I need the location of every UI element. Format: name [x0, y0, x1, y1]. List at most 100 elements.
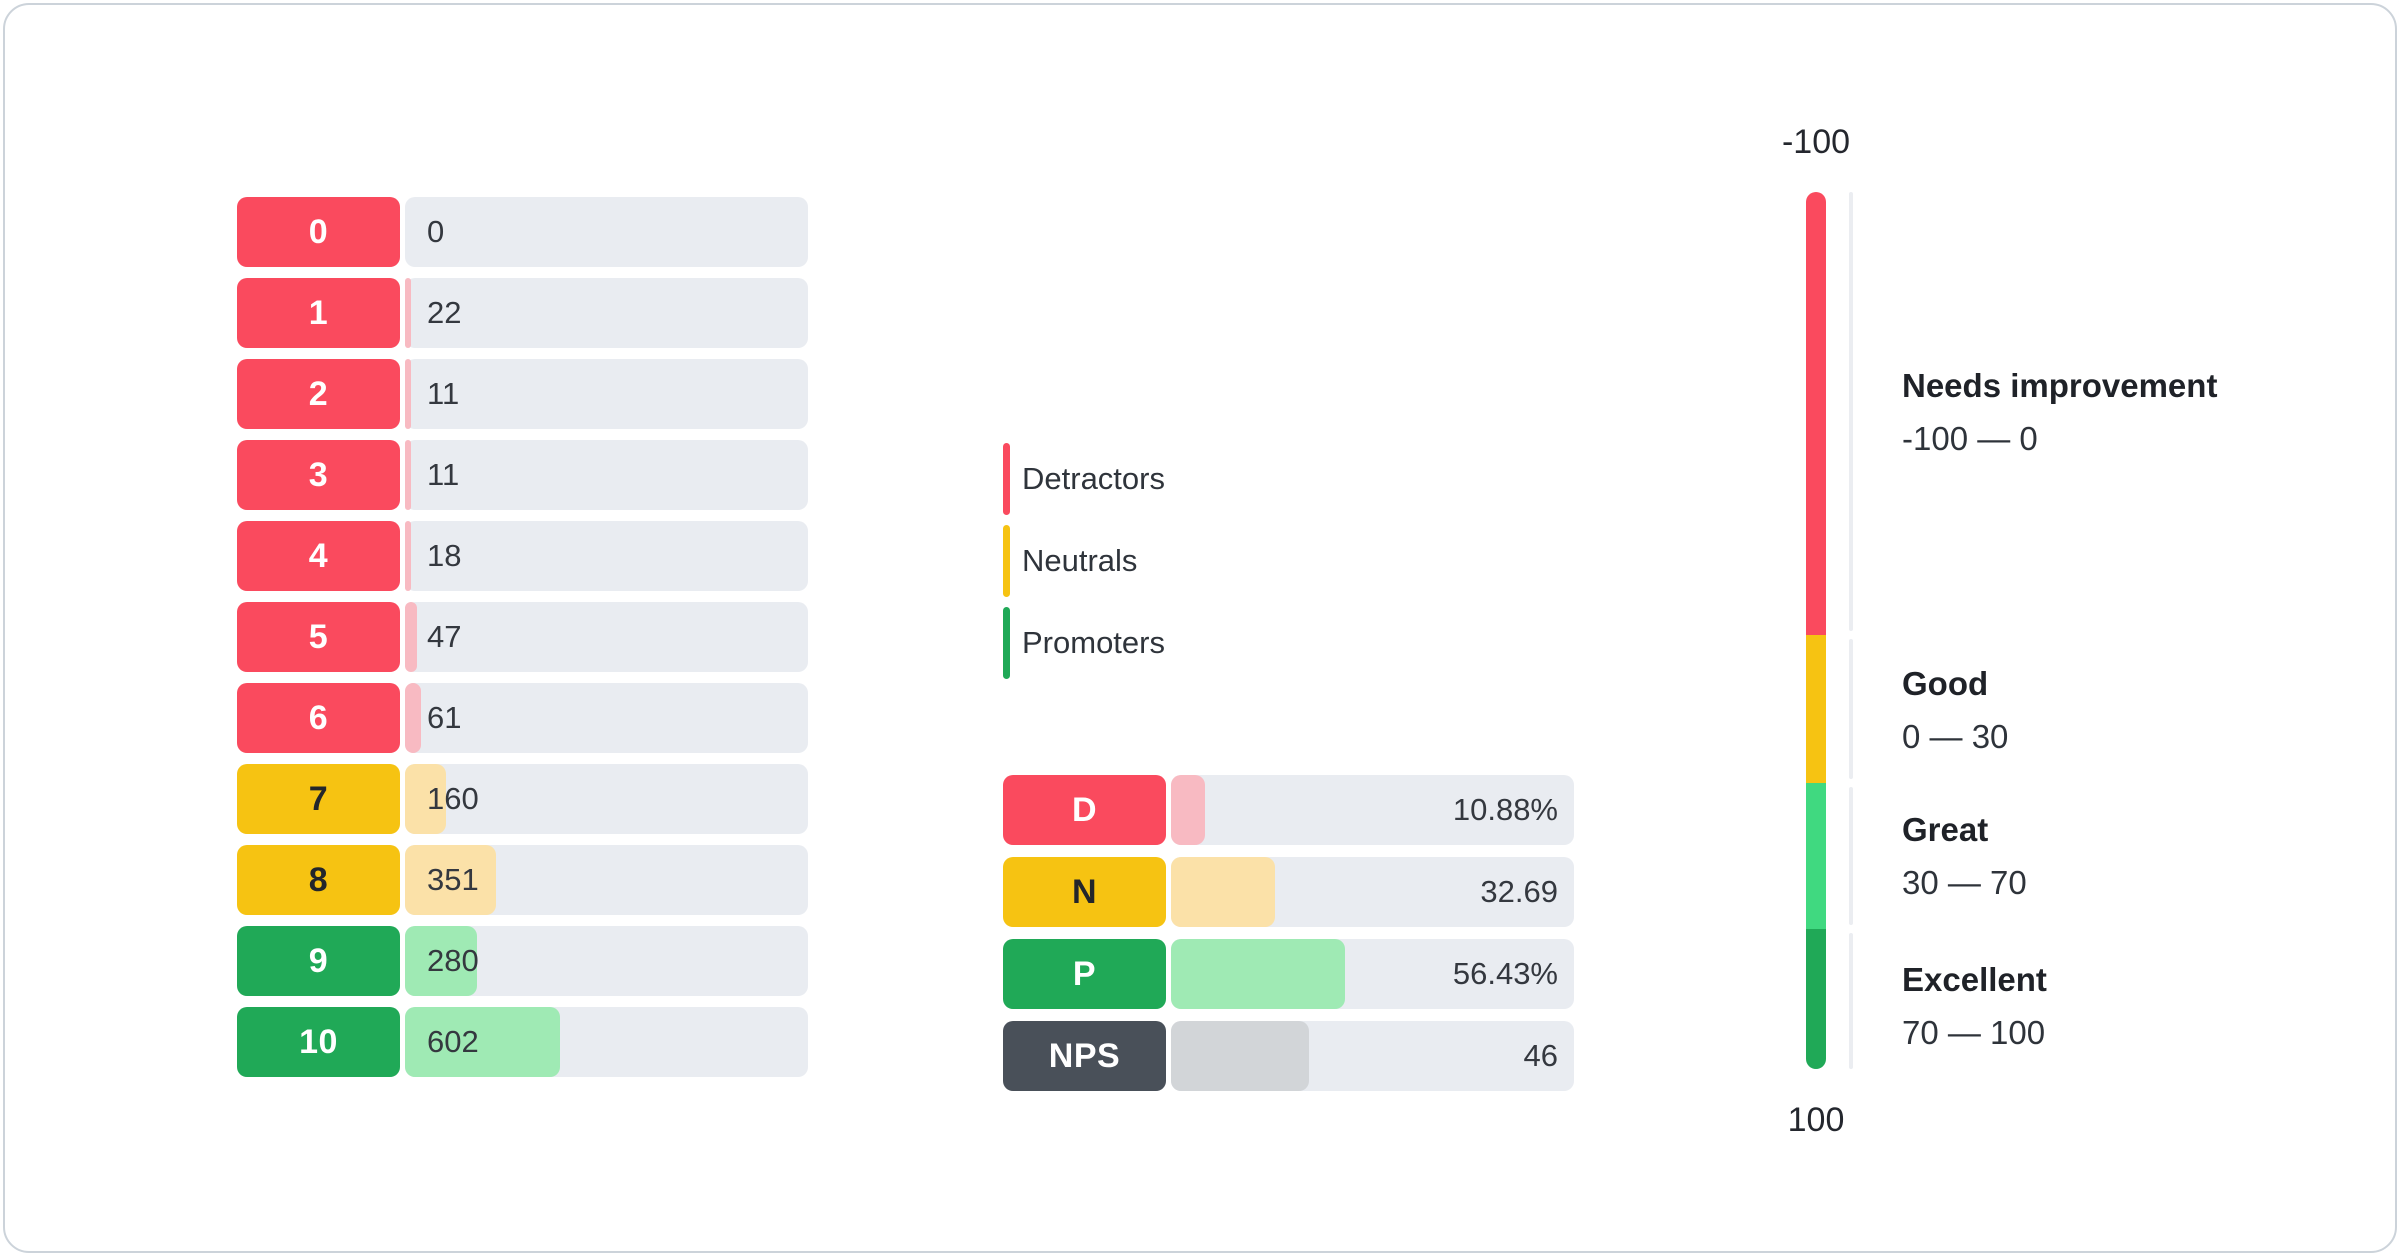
legend-item-label: Promoters [1022, 625, 1165, 660]
bar-fill [1171, 775, 1205, 845]
table-row: 6 61 [237, 683, 808, 753]
bar-fill [405, 926, 477, 996]
score-badge: 0 [237, 197, 400, 267]
bar-value-label: 602 [427, 1024, 479, 1059]
table-row: D 10.88% [1003, 775, 1574, 845]
bar-value-label: 11 [427, 457, 460, 492]
bar-fill [405, 683, 421, 753]
bar-track: 11 [405, 359, 808, 429]
table-row: 1 22 [237, 278, 808, 348]
gauge-segment-yellow [1806, 635, 1826, 783]
gauge-axis-segment [1849, 933, 1853, 1069]
summary-value: 10.88% [1452, 792, 1558, 827]
bar-value-label: 0 [427, 214, 445, 249]
table-row: 2 11 [237, 359, 808, 429]
legend: Detractors Neutrals Promoters [1003, 443, 1165, 689]
score-badge: 10 [237, 1007, 400, 1077]
summary-value: 46 [1523, 1038, 1558, 1073]
gauge-band-title: Good [1902, 665, 1989, 702]
nps-report-card: 0 0 1 22 2 11 3 11 4 18 5 47 [3, 3, 2397, 1253]
legend-item: Detractors [1003, 443, 1165, 515]
score-badge: 2 [237, 359, 400, 429]
bar-value-label: 22 [427, 295, 462, 330]
bar-fill [405, 845, 496, 915]
table-row: 10 602 [237, 1007, 808, 1077]
bar-value-label: 11 [427, 376, 460, 411]
gauge-band-label: Excellent 70 — 100 [1902, 961, 2342, 1052]
gauge-bar [1806, 192, 1826, 1069]
legend-item: Promoters [1003, 607, 1165, 679]
score-badge: 6 [237, 683, 400, 753]
bar-fill [405, 440, 411, 510]
score-badge: N [1003, 857, 1166, 927]
table-row: 0 0 [237, 197, 808, 267]
bar-fill [405, 1007, 560, 1077]
legend-swatch [1003, 607, 1010, 679]
bar-fill [1171, 857, 1275, 927]
table-row: 7 160 [237, 764, 808, 834]
legend-item: Neutrals [1003, 525, 1165, 597]
bar-track: 351 [405, 845, 808, 915]
bar-track: 61 [405, 683, 808, 753]
bar-value-label: 160 [427, 781, 479, 816]
legend-item-label: Neutrals [1022, 543, 1138, 578]
score-badge: NPS [1003, 1021, 1166, 1091]
score-badge: 7 [237, 764, 400, 834]
score-badge: 8 [237, 845, 400, 915]
score-badge: 4 [237, 521, 400, 591]
gauge-band-range: 30 — 70 [1902, 864, 2027, 901]
bar-fill [405, 278, 411, 348]
bar-value-label: 61 [427, 700, 462, 735]
bar-fill [1171, 1021, 1309, 1091]
bar-track: 280 [405, 926, 808, 996]
legend-swatch [1003, 443, 1010, 515]
bar-track: 0 [405, 197, 808, 267]
table-row: N 32.69 [1003, 857, 1574, 927]
bar-track: 22 [405, 278, 808, 348]
score-badge: 3 [237, 440, 400, 510]
gauge-axis-line [1849, 192, 1853, 1069]
bar-fill [405, 602, 417, 672]
nps-summary-chart: D 10.88% N 32.69 P 56.43% NPS 46 [1003, 775, 1574, 1103]
legend-item-label: Detractors [1022, 461, 1165, 496]
summary-value: 32.69 [1480, 874, 1558, 909]
bar-track: 47 [405, 602, 808, 672]
score-distribution-chart: 0 0 1 22 2 11 3 11 4 18 5 47 [237, 197, 808, 1088]
bar-fill [405, 521, 411, 591]
gauge-band-label: Needs improvement -100 — 0 [1902, 367, 2342, 458]
gauge-band-label: Good 0 — 30 [1902, 665, 2342, 756]
gauge-band-title: Excellent [1902, 961, 2047, 998]
table-row: P 56.43% [1003, 939, 1574, 1009]
gauge-band-range: -100 — 0 [1902, 420, 2038, 457]
gauge-segment-great_green [1806, 783, 1826, 929]
gauge-max-label: -100 [1781, 123, 1851, 161]
bar-track: 18 [405, 521, 808, 591]
bar-value-label: 18 [427, 538, 462, 573]
bar-track: 602 [405, 1007, 808, 1077]
bar-value-label: 280 [427, 943, 479, 978]
bar-track: 10.88% [1171, 775, 1574, 845]
score-badge: D [1003, 775, 1166, 845]
score-badge: 1 [237, 278, 400, 348]
gauge-axis-segment [1849, 192, 1853, 631]
gauge-band-title: Great [1902, 811, 1989, 848]
gauge-axis-segment [1849, 787, 1853, 925]
bar-fill [405, 764, 446, 834]
gauge-band-title: Needs improvement [1902, 367, 2218, 404]
bar-value-label: 47 [427, 619, 462, 654]
summary-value: 56.43% [1452, 956, 1558, 991]
bar-track: 56.43% [1171, 939, 1574, 1009]
gauge-segment-green [1806, 929, 1826, 1069]
gauge-axis-segment [1849, 639, 1853, 779]
bar-track: 46 [1171, 1021, 1574, 1091]
table-row: 9 280 [237, 926, 808, 996]
legend-swatch [1003, 525, 1010, 597]
bar-fill [405, 359, 411, 429]
bar-fill [1171, 939, 1345, 1009]
gauge-min-label: 100 [1787, 1101, 1845, 1139]
bar-track: 32.69 [1171, 857, 1574, 927]
table-row: NPS 46 [1003, 1021, 1574, 1091]
gauge-band-label: Great 30 — 70 [1902, 811, 2342, 902]
bar-track: 160 [405, 764, 808, 834]
table-row: 8 351 [237, 845, 808, 915]
